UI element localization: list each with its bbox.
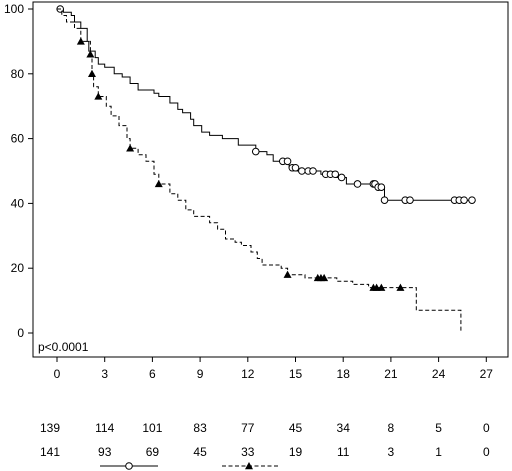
x-tick-label: 9 xyxy=(197,367,204,381)
at-risk-count: 141 xyxy=(40,445,60,459)
triangle-marker xyxy=(320,273,329,282)
censor-marker xyxy=(298,167,306,175)
y-tick-label: 80 xyxy=(11,67,25,81)
x-tick-label: 21 xyxy=(384,367,398,381)
triangle-marker xyxy=(87,69,96,77)
at-risk-count: 11 xyxy=(337,445,350,459)
censor-marker xyxy=(353,180,362,188)
censor-marker xyxy=(337,173,346,182)
y-tick-label: 20 xyxy=(11,261,25,275)
y-axis: 0 20 40 60 80 100 xyxy=(4,2,33,340)
at-risk-count: 33 xyxy=(241,445,255,459)
censor-marker xyxy=(331,170,340,179)
x-tick-label: 6 xyxy=(149,367,156,381)
at-risk-count: 69 xyxy=(146,445,160,459)
censor-marker xyxy=(251,147,260,156)
at-risk-count: 1 xyxy=(435,445,442,459)
at-risk-count: 0 xyxy=(483,445,490,459)
x-tick-label: 27 xyxy=(480,367,494,381)
x-tick-label: 15 xyxy=(289,367,303,381)
at-risk-table: 1391141018377453485001419369453319113100 xyxy=(40,421,490,459)
at-risk-count: 114 xyxy=(95,421,114,435)
at-risk-count: 83 xyxy=(193,421,207,435)
at-risk-count: 101 xyxy=(142,421,162,435)
y-tick-label: 40 xyxy=(11,196,25,210)
censor-marker xyxy=(377,183,386,191)
censor-marker xyxy=(380,196,389,204)
triangle-marker xyxy=(154,179,163,188)
p-value-annotation: p<0.0001 xyxy=(38,340,89,354)
censor-marker xyxy=(406,196,414,204)
triangle-marker xyxy=(283,270,292,278)
x-tick-label: 24 xyxy=(432,367,446,381)
x-axis: 036912151821242730 xyxy=(54,357,494,381)
at-risk-count: 45 xyxy=(289,421,303,435)
series-line-solid xyxy=(57,8,469,201)
x-tick-label: 0 xyxy=(54,367,61,381)
at-risk-count: 5 xyxy=(435,421,442,435)
at-risk-count: 77 xyxy=(241,421,255,435)
x-tick-label: 3 xyxy=(101,367,108,381)
triangle-marker xyxy=(396,283,405,291)
censor-marker xyxy=(283,157,292,166)
triangle-marker xyxy=(377,283,386,291)
at-risk-count: 93 xyxy=(98,445,112,459)
censor-marker xyxy=(309,167,317,175)
at-risk-count: 139 xyxy=(40,421,60,435)
censor-marker xyxy=(460,196,468,204)
at-risk-count: 8 xyxy=(388,421,395,435)
at-risk-count: 19 xyxy=(289,445,303,459)
triangle-marker xyxy=(94,92,103,100)
at-risk-count: 45 xyxy=(193,445,207,459)
x-tick-label: 18 xyxy=(337,367,351,381)
y-tick-label: 60 xyxy=(11,132,25,146)
triangle-marker xyxy=(86,50,95,58)
censor-marker xyxy=(468,196,476,204)
y-tick-label: 100 xyxy=(4,2,24,16)
at-risk-count: 0 xyxy=(483,421,490,435)
x-tick-label: 12 xyxy=(241,367,255,381)
triangle-marker xyxy=(76,37,85,45)
legend-triangle-marker xyxy=(245,462,253,470)
legend-circle-marker xyxy=(125,462,133,470)
at-risk-count: 34 xyxy=(337,421,351,435)
legend xyxy=(100,462,278,470)
at-risk-count: 3 xyxy=(388,445,395,459)
y-tick-label: 0 xyxy=(17,326,24,340)
plot-frame xyxy=(32,1,509,358)
triangle-marker xyxy=(126,144,135,152)
series-layer xyxy=(56,5,476,333)
censor-marker xyxy=(291,163,300,172)
